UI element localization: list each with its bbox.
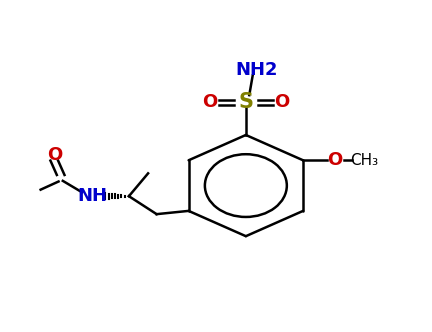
Text: CH₃: CH₃	[350, 153, 378, 168]
Text: NH: NH	[78, 187, 108, 205]
Text: S: S	[238, 92, 253, 112]
Text: O: O	[202, 93, 217, 111]
Text: O: O	[274, 93, 290, 111]
Text: O: O	[47, 146, 62, 164]
Text: NH2: NH2	[235, 61, 278, 79]
Text: O: O	[327, 151, 343, 169]
